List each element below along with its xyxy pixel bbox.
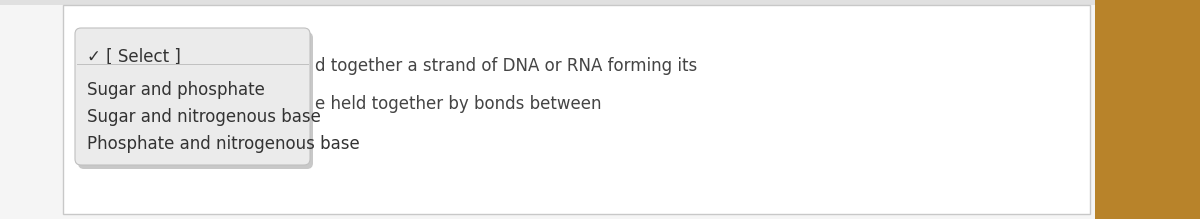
Text: Phosphate and nitrogenous base: Phosphate and nitrogenous base: [88, 135, 360, 153]
FancyBboxPatch shape: [74, 28, 310, 165]
Text: Sugar and nitrogenous base: Sugar and nitrogenous base: [88, 108, 320, 126]
Text: e held together by bonds between: e held together by bonds between: [314, 95, 601, 113]
Text: ✓ [ Select ]: ✓ [ Select ]: [88, 48, 181, 66]
Text: Sugar and phosphate: Sugar and phosphate: [88, 81, 265, 99]
Text: d together a strand of DNA or RNA forming its: d together a strand of DNA or RNA formin…: [314, 57, 697, 75]
FancyBboxPatch shape: [78, 32, 313, 169]
FancyBboxPatch shape: [64, 5, 1090, 214]
Bar: [1096, 0, 1200, 219]
Bar: [0, 0, 1200, 5]
